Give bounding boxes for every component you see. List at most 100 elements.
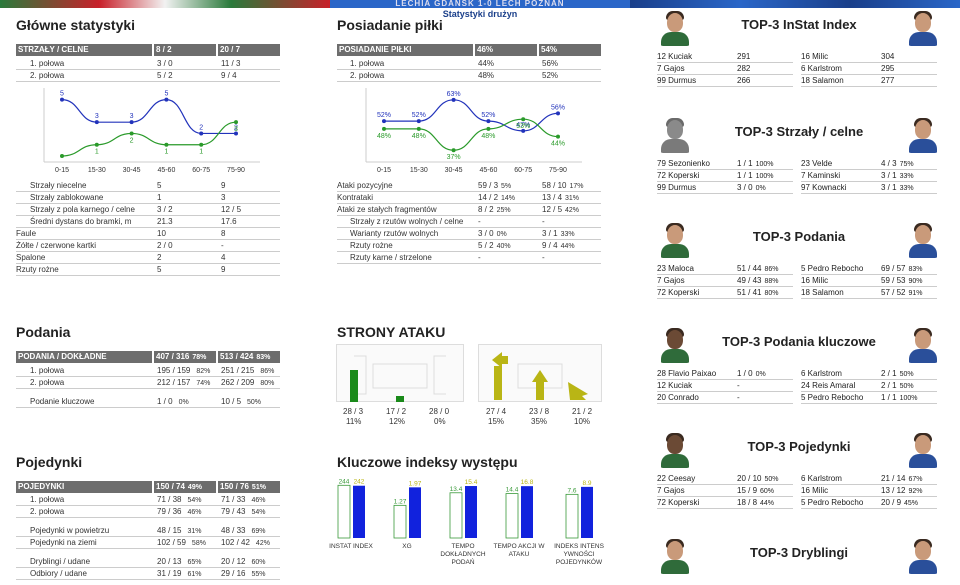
possession-label: Kontrataki (337, 193, 374, 202)
data-label: 44% (551, 141, 565, 148)
possession-header-home: 46% (475, 44, 537, 56)
main-stat-label: Średni dystans do bramki, m (30, 217, 132, 226)
away-attack-left-bar (494, 366, 502, 400)
duels-header-label: POJEDYNKI (16, 481, 152, 493)
index-value: 15.4 (465, 479, 478, 486)
player-photo (908, 432, 938, 468)
index-value: 242 (354, 479, 365, 486)
main-stat-away: 9 (221, 265, 226, 274)
away-attack-left-value: 27 / 4 (486, 407, 507, 416)
row-divider (801, 169, 937, 170)
possession-half2-home: 48% (478, 71, 495, 80)
player-value: 3 / 1 33% (881, 183, 914, 192)
row-divider (657, 403, 793, 404)
row-divider (16, 548, 280, 549)
row-divider (657, 74, 793, 75)
player-name: 16 Milic (801, 276, 829, 285)
row-divider (801, 274, 937, 275)
duels-header-home: 150 / 74 49% (154, 481, 216, 493)
index-category-label: DOKŁADNYCH (440, 551, 485, 558)
index-category-label: PODAŃ (451, 557, 474, 566)
data-point (94, 142, 99, 147)
player-photo (660, 117, 690, 153)
x-tick-label: 45-60 (479, 167, 497, 174)
series-line-1 (61, 121, 237, 157)
possession-label: Warianty rzutów wolnych (350, 229, 439, 238)
index-bar (393, 504, 407, 539)
main-stat-label: Strzały niecelne (30, 181, 87, 190)
player-value: 1 / 0 0% (737, 369, 766, 378)
duels-label: Odbiory / udane (30, 569, 87, 578)
series-line-0 (61, 99, 236, 135)
index-value: 244 (339, 478, 350, 485)
main-stats-header-home: 8 / 2 (154, 44, 216, 56)
player-value: 57 / 52 91% (881, 288, 923, 297)
passes-title: Podania (16, 324, 71, 340)
player-value: - (737, 393, 740, 402)
duels-home: 31 / 19 61% (157, 569, 202, 578)
row-divider (801, 391, 937, 392)
data-label: 56% (551, 104, 565, 111)
player-photo (660, 222, 690, 258)
data-point (382, 119, 386, 124)
main-stats-half2-away: 9 / 4 (221, 71, 237, 80)
row-divider (16, 579, 280, 580)
data-label: 53% (516, 123, 530, 130)
data-label: 5 (164, 91, 168, 98)
row-divider (657, 391, 793, 392)
data-label: 1 (164, 149, 168, 156)
index-bar (521, 486, 533, 538)
row-divider (801, 298, 937, 299)
player-name: 18 Salamon (801, 288, 844, 297)
duels-home: 48 / 15 31% (157, 526, 202, 535)
main-stats-half1-away: 11 / 3 (221, 59, 241, 68)
data-label: 3 (95, 113, 99, 120)
main-stat-label: Żółte / czerwone kartki (16, 241, 97, 250)
data-point (164, 97, 169, 102)
player-value: 18 / 8 44% (737, 498, 775, 507)
home-attack-right-pct: 0% (434, 417, 446, 426)
player-name: 23 Velde (801, 159, 833, 168)
passes-away: 262 / 209 80% (221, 378, 275, 387)
player-name: 79 Sezonienko (657, 159, 710, 168)
row-divider (801, 286, 937, 287)
row-divider (337, 215, 601, 216)
duels-away: 29 / 16 55% (221, 569, 266, 578)
away-attack-left-pct: 15% (488, 417, 505, 426)
player-value: 282 (737, 64, 751, 73)
row-divider (16, 388, 280, 389)
possession-title: Posiadanie piłki (337, 17, 443, 33)
player-name: 22 Ceesay (657, 474, 696, 483)
data-point (199, 131, 204, 136)
player-name: 5 Pedro Rebocho (801, 264, 864, 273)
player-value: 266 (737, 76, 751, 85)
data-label: 2 (199, 124, 203, 131)
row-divider (801, 62, 937, 63)
row-divider (16, 567, 280, 568)
row-divider (657, 484, 793, 485)
away-team-banner (630, 0, 960, 8)
index-category-label: TEMPO AKCJI W (494, 543, 546, 550)
passes-label: 2. połowa (30, 378, 65, 387)
row-divider (16, 517, 280, 518)
player-value: 3 / 1 33% (881, 171, 914, 180)
passes-label: 1. połowa (30, 366, 65, 375)
index-value: 13.4 (450, 486, 463, 493)
possession-home: 14 / 2 14% (478, 193, 516, 202)
possession-home: 59 / 3 5% (478, 181, 512, 190)
match-title: LECHIA GDAŃSK 1-0 LECH POZNAŃ (330, 0, 630, 8)
row-divider (657, 508, 793, 509)
main-stat-away: 9 (221, 181, 226, 190)
player-value: 21 / 14 67% (881, 474, 923, 483)
possession-away: - (542, 253, 545, 262)
duels-home: 79 / 36 46% (157, 507, 202, 516)
data-label: 47% (516, 122, 530, 129)
main-stat-away: - (221, 241, 224, 250)
player-photo (908, 222, 938, 258)
possession-home: 3 / 0 0% (478, 229, 507, 238)
data-label: 48% (481, 133, 495, 140)
possession-away: 3 / 1 33% (542, 229, 575, 238)
top3-title: TOP-3 Podania kluczowe (722, 334, 876, 349)
duels-home: 20 / 13 65% (157, 557, 202, 566)
player-name: 97 Kownacki (801, 183, 847, 192)
